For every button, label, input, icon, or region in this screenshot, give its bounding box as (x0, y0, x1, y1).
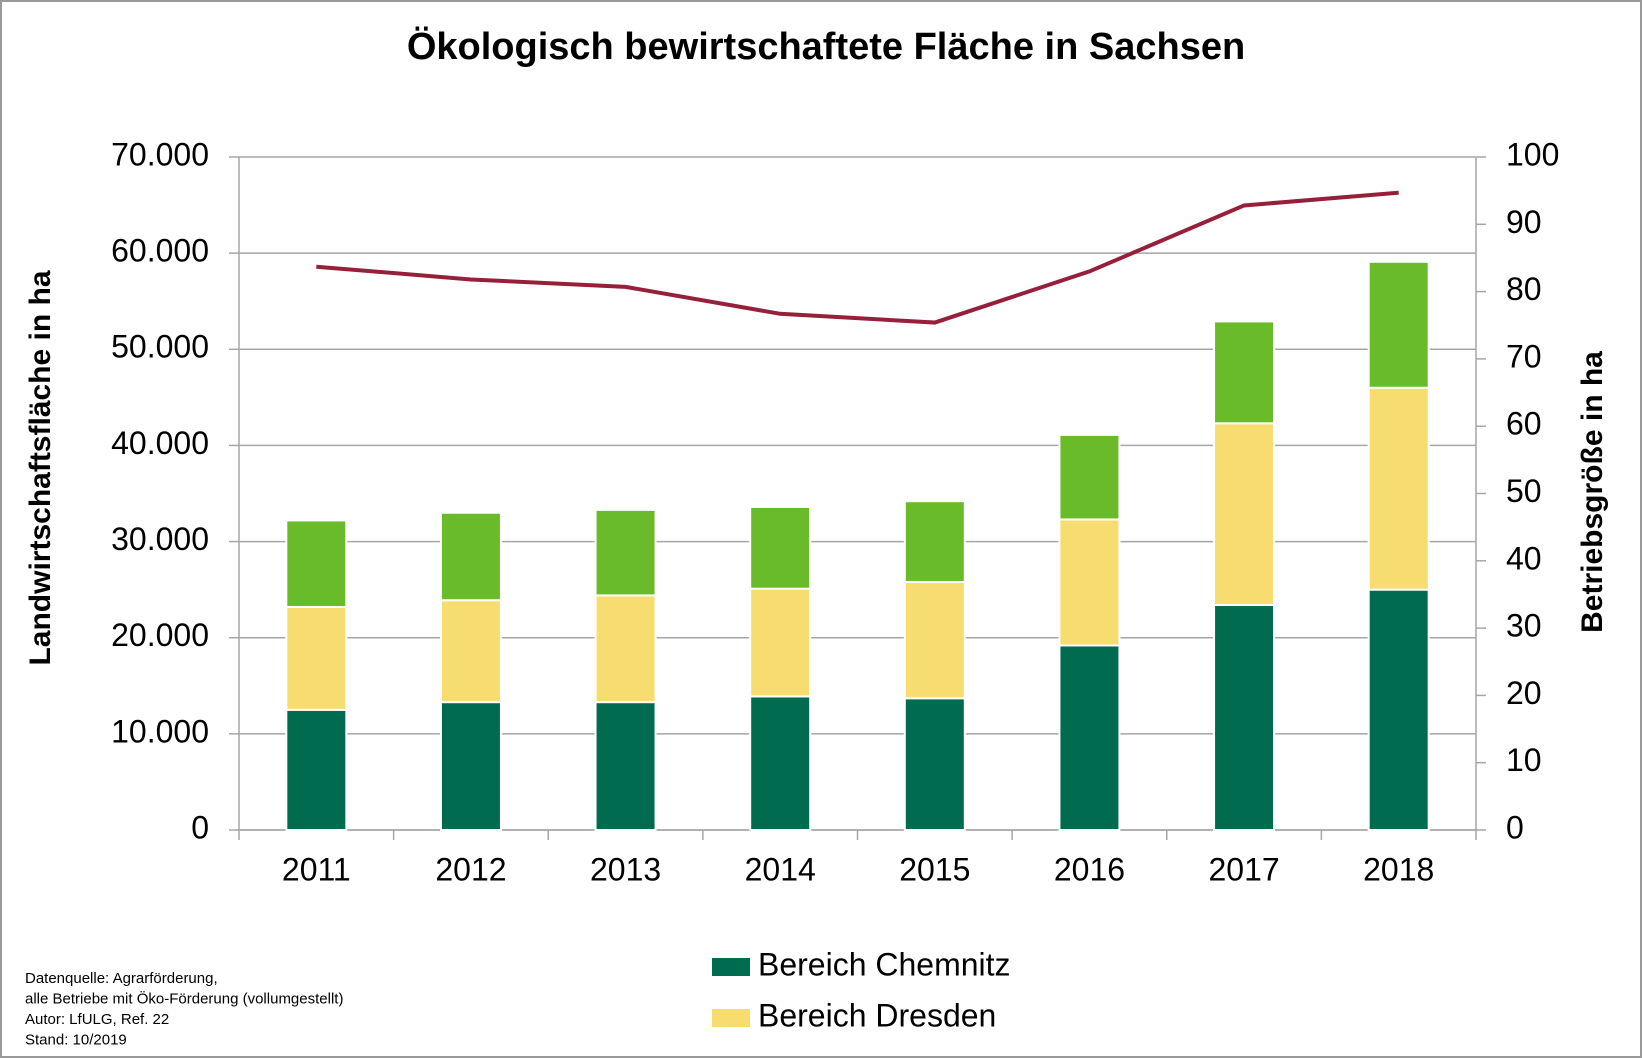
bar (1367, 588, 1430, 832)
bar (749, 587, 812, 698)
x-tick-label: 2018 (1363, 851, 1434, 887)
bar (285, 605, 348, 711)
y-axis-title: Landwirtschaftsfläche in ha (24, 270, 57, 665)
bar (285, 708, 348, 831)
bar (439, 599, 502, 704)
footnote: Stand: 10/2019 (25, 1031, 127, 1048)
x-tick-label: 2013 (590, 851, 661, 887)
footnote: Autor: LfULG, Ref. 22 (25, 1011, 169, 1028)
y2-tick-label: 10 (1506, 742, 1542, 778)
x-tick-label: 2016 (1054, 851, 1125, 887)
y-tick-label: 60.000 (111, 233, 209, 269)
bar (439, 701, 502, 832)
y2-tick-label: 0 (1506, 809, 1524, 845)
y-tick-label: 50.000 (111, 329, 209, 365)
y2-tick-label: 60 (1506, 406, 1542, 442)
x-tick-label: 2011 (282, 851, 351, 887)
bar (1213, 422, 1276, 607)
bar (903, 697, 966, 832)
y2-tick-label: 100 (1506, 136, 1559, 172)
bar (1367, 386, 1430, 591)
bar (749, 505, 812, 590)
y-tick-label: 70.000 (111, 136, 209, 172)
y2-tick-label: 30 (1506, 608, 1542, 644)
y2-tick-label: 80 (1506, 271, 1542, 307)
bar (749, 695, 812, 832)
bar (1213, 320, 1276, 425)
legend-swatch (712, 958, 750, 976)
footnote: alle Betriebe mit Öko-Förderung (vollumg… (25, 989, 343, 1007)
bar (594, 508, 657, 597)
bar (1213, 604, 1276, 831)
y2-tick-label: 70 (1506, 338, 1542, 374)
legend-swatch (712, 1009, 750, 1027)
y-tick-label: 40.000 (111, 425, 209, 461)
y-tick-label: 0 (191, 809, 209, 845)
bar (594, 594, 657, 704)
x-tick-label: 2012 (435, 851, 506, 887)
bar (903, 500, 966, 583)
chart-title: Ökologisch bewirtschaftete Fläche in Sac… (407, 25, 1245, 68)
legend-label: Bereich Dresden (758, 997, 996, 1033)
footnote: Datenquelle: Agrarförderung, (25, 970, 218, 987)
legend-label: Bereich Chemnitz (758, 946, 1011, 982)
y-tick-label: 20.000 (111, 617, 209, 653)
y2-tick-label: 20 (1506, 675, 1542, 711)
line (316, 190, 1399, 325)
y2-tick-label: 90 (1506, 204, 1542, 240)
y2-tick-label: 50 (1506, 473, 1542, 509)
y2-axis-title: Betriebsgröße in ha (1576, 351, 1609, 633)
y-tick-label: 30.000 (111, 521, 209, 557)
x-tick-label: 2014 (745, 851, 816, 887)
x-tick-label: 2017 (1208, 851, 1279, 887)
bar (285, 519, 348, 608)
bar (594, 701, 657, 832)
bar (439, 511, 502, 602)
bar (1058, 644, 1121, 831)
bar (1058, 518, 1121, 647)
bar (903, 580, 966, 700)
bar (1058, 433, 1121, 521)
bar (1367, 260, 1430, 389)
y-tick-label: 10.000 (111, 713, 209, 749)
x-tick-label: 2015 (899, 851, 970, 887)
y2-tick-label: 40 (1506, 540, 1542, 576)
